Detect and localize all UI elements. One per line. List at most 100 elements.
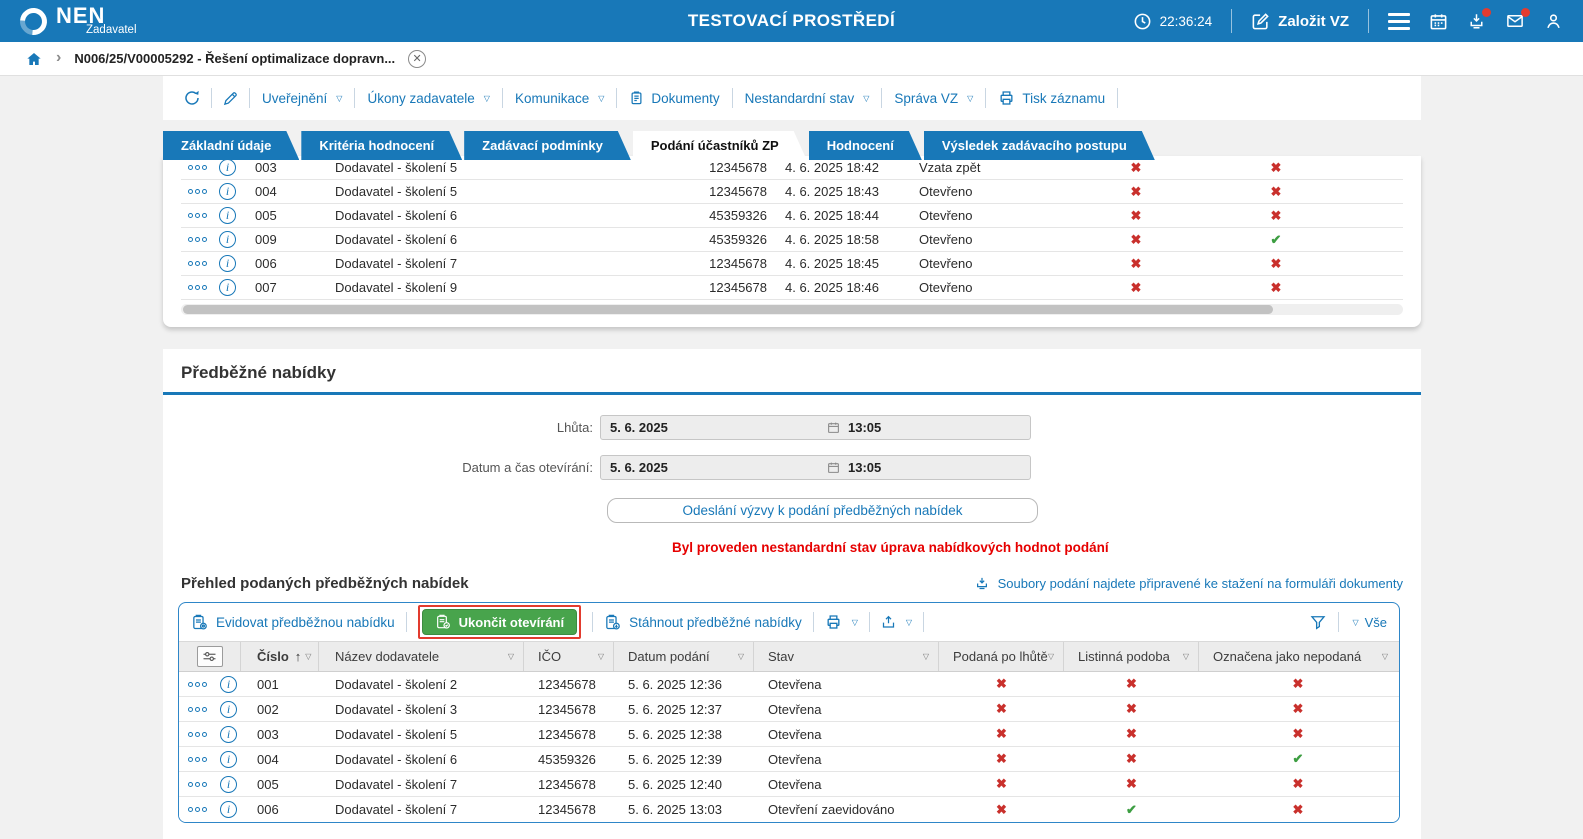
menu-uverejneni[interactable]: Uveřejnění ▽	[250, 91, 354, 106]
offer-row[interactable]: i 002 Dodavatel - školení 3 12345678 5. 6. 2…	[179, 697, 1399, 722]
info-icon[interactable]: i	[219, 231, 236, 248]
x-icon: ✖	[1270, 159, 1282, 175]
filter-caret-icon[interactable]: ▽	[1182, 652, 1189, 661]
tab-pod-n-astn-k-zp[interactable]: Podání účastníků ZP	[633, 131, 807, 160]
submission-row[interactable]: i 007 Dodavatel - školení 9 12345678 4. 6. 2…	[181, 276, 1403, 300]
deadline-field[interactable]: 5. 6. 2025 13:05	[600, 415, 1031, 440]
header-ico[interactable]: IČO ▽	[524, 642, 614, 671]
row-menu-icon[interactable]	[188, 781, 207, 787]
register-offer-button[interactable]: Evidovat předběžnou nabídku	[191, 614, 395, 631]
menu-sprava-vz[interactable]: Správa VZ ▽	[882, 91, 985, 106]
menu-dokumenty[interactable]: Dokumenty	[617, 90, 731, 106]
x-icon: ✖	[996, 801, 1007, 817]
menu-tisk-zaznamu[interactable]: Tisk záznamu	[986, 90, 1117, 106]
scrollbar-thumb[interactable]	[183, 305, 1273, 314]
row-controls: i	[181, 231, 239, 248]
tab-zad-vac-podm-nky[interactable]: Zadávací podmínky	[464, 131, 631, 160]
download-offers-button[interactable]: Stáhnout předběžné nabídky	[604, 614, 802, 631]
info-icon[interactable]: i	[219, 159, 236, 176]
header-stav[interactable]: Stav ▽	[754, 642, 939, 671]
info-icon[interactable]: i	[220, 675, 237, 693]
header-podana-po-lhute[interactable]: Podaná po lhůtě ▽	[939, 642, 1064, 671]
calendar-icon[interactable]	[1429, 12, 1448, 31]
mail-icon[interactable]	[1505, 8, 1530, 30]
refresh-button[interactable]	[173, 89, 211, 107]
header-oznacena-jako-nepodana[interactable]: Označena jako nepodaná ▽	[1199, 642, 1397, 671]
divider	[1338, 612, 1340, 632]
row-menu-icon[interactable]	[188, 165, 207, 170]
row-menu-icon[interactable]	[188, 807, 207, 812]
row-menu-icon[interactable]	[188, 731, 207, 737]
opening-field[interactable]: 5. 6. 2025 13:05	[600, 455, 1031, 480]
submission-row[interactable]: i 005 Dodavatel - školení 6 45359326 4. 6. 2…	[181, 204, 1403, 228]
header-datum[interactable]: Datum podání ▽	[614, 642, 754, 671]
edit-pencil-button[interactable]	[212, 90, 249, 107]
tab-krit-ria-hodnocen-[interactable]: Kritéria hodnocení	[301, 131, 462, 160]
row-menu-icon[interactable]	[188, 706, 207, 712]
downloads-icon[interactable]	[1467, 8, 1491, 30]
files-link-label: Soubory podání najdete připravené ke sta…	[997, 576, 1403, 591]
filter-caret-icon[interactable]: ▽	[305, 652, 312, 661]
header-cislo[interactable]: Číslo ↑ ▽	[241, 642, 319, 671]
nen-logo[interactable]: NEN Zadavatel	[14, 1, 137, 41]
submission-row[interactable]: i 004 Dodavatel - školení 5 12345678 4. 6. 2…	[181, 180, 1403, 204]
info-icon[interactable]: i	[220, 775, 237, 793]
breadcrumb-record-title[interactable]: N006/25/V00005292 - Řešení optimalizace …	[74, 51, 396, 66]
x-icon: ✖	[1270, 279, 1282, 295]
submission-row[interactable]: i 006 Dodavatel - školení 7 12345678 4. 6. 2…	[181, 252, 1403, 276]
offer-row[interactable]: i 003 Dodavatel - školení 5 12345678 5. 6. 2…	[179, 722, 1399, 747]
offer-row[interactable]: i 001 Dodavatel - školení 2 12345678 5. 6. 2…	[179, 672, 1399, 697]
row-menu-icon[interactable]	[188, 285, 207, 290]
row-menu-icon[interactable]	[188, 681, 207, 687]
row-menu-icon[interactable]	[188, 237, 207, 242]
menu-nestandardni-stav[interactable]: Nestandardní stav ▽	[733, 91, 882, 106]
export-menu-button[interactable]: ▽	[881, 614, 912, 630]
info-icon[interactable]: i	[220, 700, 237, 718]
tab-hodnocen-[interactable]: Hodnocení	[809, 131, 922, 160]
filter-vse-dropdown[interactable]: ▽ Vše	[1350, 615, 1387, 630]
row-menu-icon[interactable]	[188, 261, 207, 266]
menu-komunikace[interactable]: Komunikace ▽	[503, 91, 616, 106]
submission-row[interactable]: i 009 Dodavatel - školení 6 45359326 4. 6. 2…	[181, 228, 1403, 252]
supplier-name: Dodavatel - školení 6	[335, 751, 458, 767]
column-settings-icon[interactable]	[196, 646, 223, 667]
filter-caret-icon[interactable]: ▽	[737, 652, 744, 661]
filter-funnel-icon[interactable]	[1309, 613, 1327, 631]
info-icon[interactable]: i	[219, 279, 236, 296]
filter-caret-icon[interactable]: ▽	[1047, 652, 1054, 661]
horizontal-scrollbar[interactable]	[181, 304, 1403, 315]
preliminary-offers-panel: Předběžné nabídky Lhůta: 5. 6. 2025 13:0…	[163, 349, 1421, 839]
info-icon[interactable]: i	[219, 207, 236, 224]
offer-row[interactable]: i 006 Dodavatel - školení 7 12345678 5. 6. 2…	[179, 797, 1399, 822]
menu-ukony-zadavatele[interactable]: Úkony zadavatele ▽	[355, 91, 501, 106]
offer-row[interactable]: i 004 Dodavatel - školení 6 45359326 5. 6. 2…	[179, 747, 1399, 772]
send-invitation-button[interactable]: Odeslání výzvy k podání předběžných nabí…	[607, 498, 1038, 523]
tab-z-kladn-daje[interactable]: Základní údaje	[163, 131, 299, 160]
home-icon[interactable]	[25, 51, 43, 67]
row-menu-icon[interactable]	[188, 756, 207, 762]
tab-v-sledek-zad-vac-ho-postupu[interactable]: Výsledek zadávacího postupu	[924, 131, 1155, 160]
info-icon[interactable]: i	[219, 255, 236, 272]
files-download-link[interactable]: Soubory podání najdete připravené ke sta…	[974, 576, 1403, 591]
close-record-icon[interactable]: ✕	[408, 49, 427, 68]
row-menu-icon[interactable]	[188, 189, 207, 194]
info-icon[interactable]: i	[219, 183, 236, 200]
clipboard-check-icon	[435, 614, 451, 630]
info-icon[interactable]: i	[220, 725, 237, 743]
info-icon[interactable]: i	[220, 801, 237, 818]
header-listinna-podoba[interactable]: Listinná podoba ▽	[1064, 642, 1199, 671]
info-icon[interactable]: i	[220, 750, 237, 768]
filter-caret-icon[interactable]: ▽	[597, 652, 604, 661]
filter-caret-icon[interactable]: ▽	[507, 652, 514, 661]
hamburger-menu-icon[interactable]	[1388, 9, 1410, 34]
create-vz-button[interactable]: Založit VZ	[1251, 12, 1349, 31]
user-icon[interactable]	[1544, 12, 1563, 31]
filter-caret-icon[interactable]: ▽	[1381, 652, 1388, 661]
header-nazev[interactable]: Název dodavatele ▽	[319, 642, 524, 671]
submission-row[interactable]: i 003 Dodavatel - školení 5 12345678 4. 6. 2…	[181, 156, 1403, 180]
end-opening-button[interactable]: Ukončit otevírání	[421, 609, 578, 635]
row-menu-icon[interactable]	[188, 213, 207, 218]
offer-row[interactable]: i 005 Dodavatel - školení 7 12345678 5. 6. 2…	[179, 772, 1399, 797]
filter-caret-icon[interactable]: ▽	[922, 652, 929, 661]
print-menu-button[interactable]: ▽	[825, 614, 858, 630]
